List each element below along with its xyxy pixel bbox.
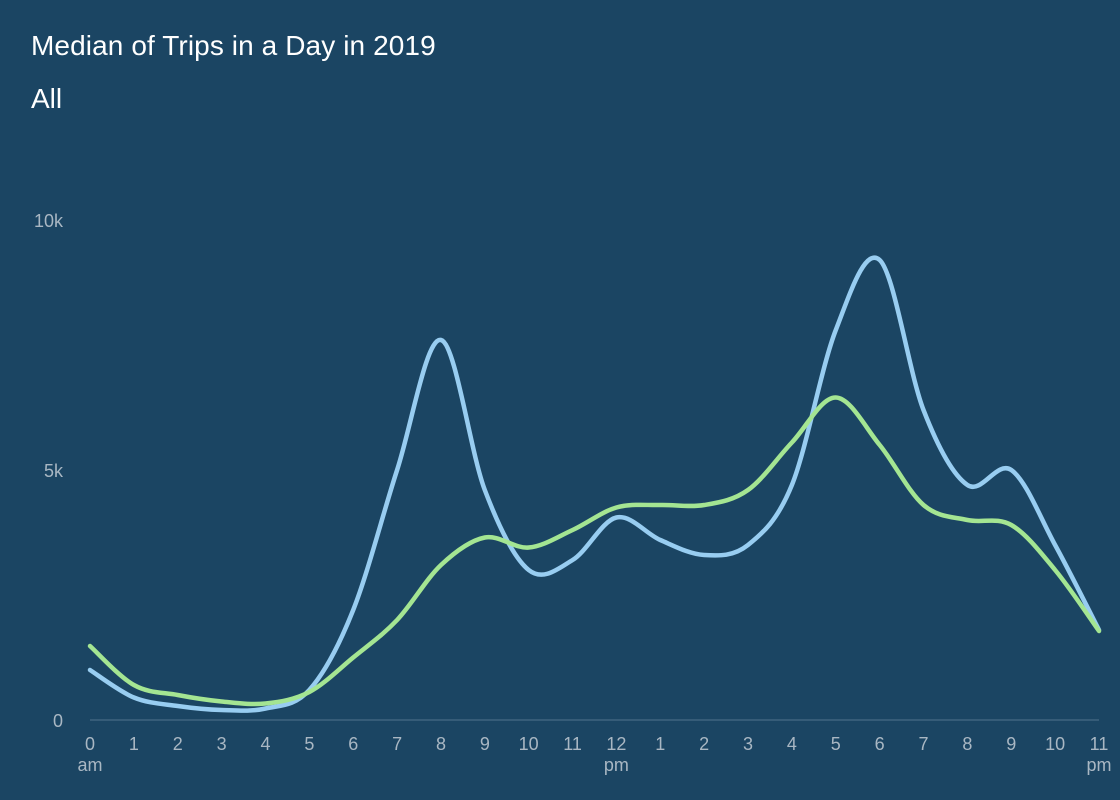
x-tick-label: 7 [919, 734, 929, 754]
y-tick-label: 0 [53, 711, 63, 731]
x-tick-label: 10 [519, 734, 539, 754]
x-tick-label: 2 [173, 734, 183, 754]
x-tick-label: 7 [392, 734, 402, 754]
x-tick-label: 12 [606, 734, 626, 754]
chart-title: Median of Trips in a Day in 2019 [31, 30, 436, 61]
x-tick-sublabel: pm [604, 755, 629, 775]
x-tick-label: 9 [480, 734, 490, 754]
x-tick-label: 4 [260, 734, 270, 754]
x-tick-label: 8 [436, 734, 446, 754]
series-line-blue [87, 255, 1102, 713]
x-tick-label: 2 [699, 734, 709, 754]
x-tick-label: 5 [831, 734, 841, 754]
x-tick-label: 6 [875, 734, 885, 754]
x-tick-label: 11 [1090, 734, 1109, 754]
x-tick-sublabel: am [77, 755, 102, 775]
x-tick-sublabel: pm [1086, 755, 1111, 775]
x-tick-label: 10 [1045, 734, 1065, 754]
x-tick-label: 5 [304, 734, 314, 754]
x-tick-label: 3 [743, 734, 753, 754]
chart-subtitle: All [31, 83, 63, 114]
x-tick-label: 9 [1006, 734, 1016, 754]
x-tick-label: 11 [563, 734, 582, 754]
series-line-green [87, 395, 1102, 707]
x-tick-label: 3 [217, 734, 227, 754]
y-tick-label: 10k [34, 211, 64, 231]
x-tick-label: 4 [787, 734, 797, 754]
y-tick-label: 5k [44, 461, 64, 481]
x-tick-label: 1 [129, 734, 139, 754]
x-tick-label: 6 [348, 734, 358, 754]
x-tick-label: 0 [85, 734, 95, 754]
x-tick-label: 1 [655, 734, 665, 754]
x-tick-label: 8 [962, 734, 972, 754]
